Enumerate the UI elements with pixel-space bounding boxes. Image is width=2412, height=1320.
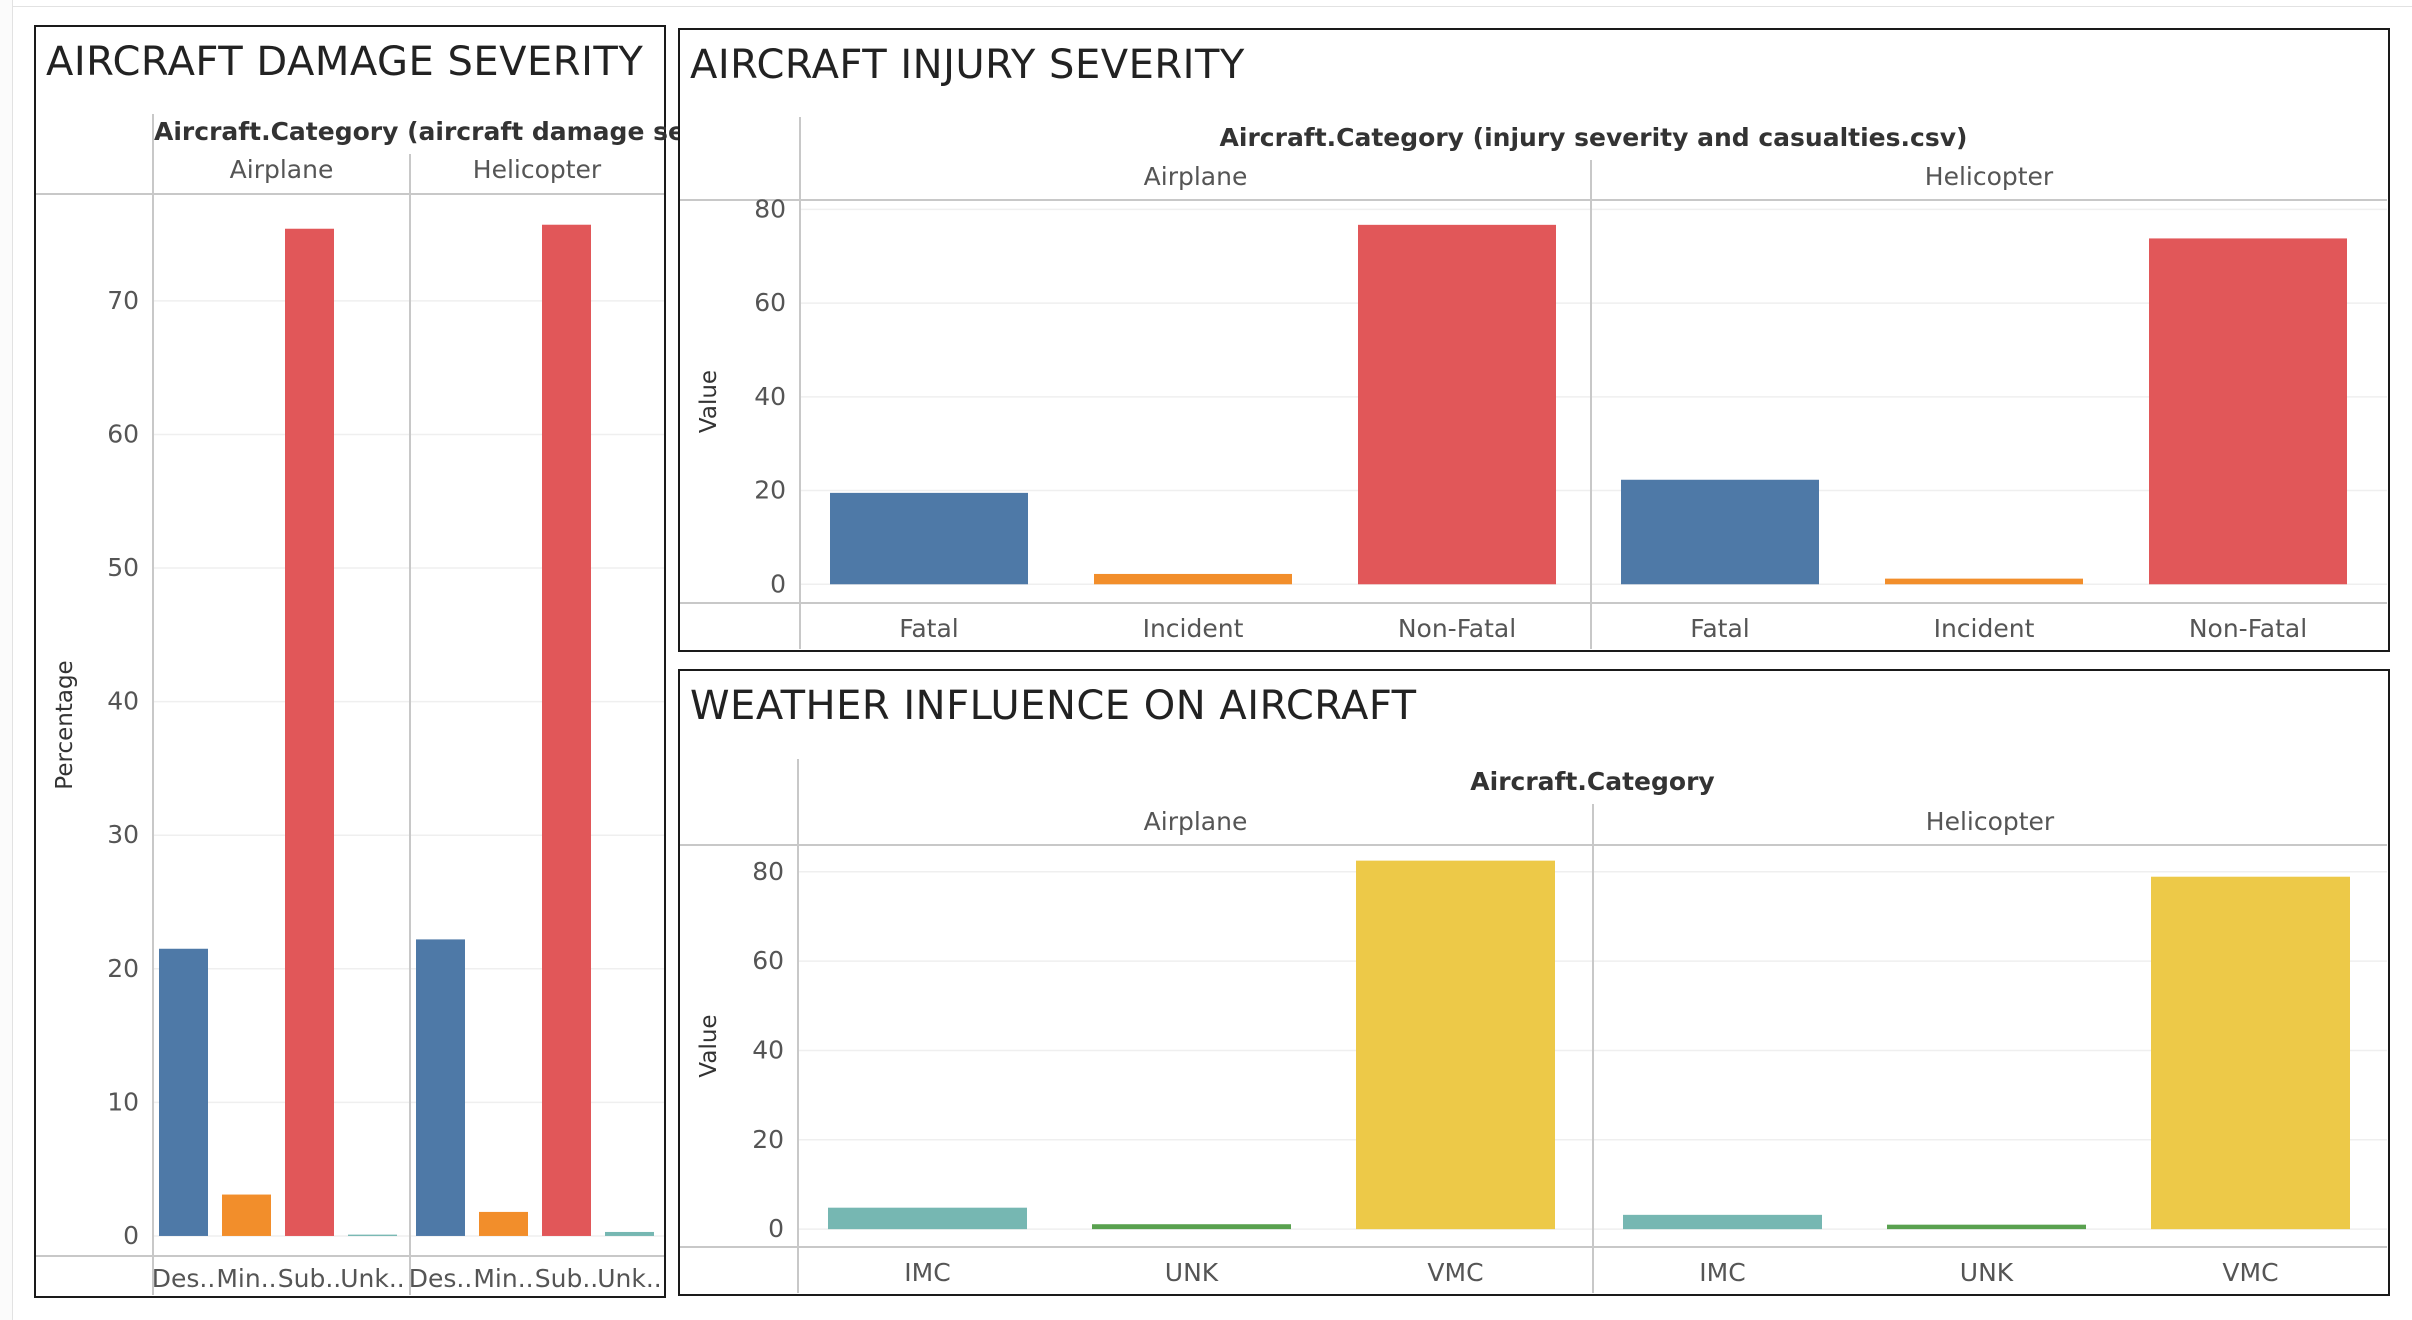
y-tick-label: 40: [107, 687, 139, 716]
y-tick-label: 50: [107, 553, 139, 582]
y-tick-label: 70: [107, 286, 139, 315]
top-edge-strip: [12, 0, 2412, 7]
bar-helicopter-0: [1621, 479, 1819, 585]
bar-airplane-0: [159, 948, 208, 1236]
category-label: VMC: [2222, 1258, 2278, 1287]
injury-severity-panel: AIRCRAFT INJURY SEVERITY Aircraft.Catego…: [678, 28, 2390, 652]
y-tick-label: 20: [107, 954, 139, 983]
bar-helicopter-2: [2149, 238, 2347, 585]
y-tick-label: 30: [107, 820, 139, 849]
bar-airplane-2: [285, 228, 334, 1236]
y-tick-label: 20: [754, 476, 786, 505]
category-label: Non-Fatal: [2189, 614, 2307, 643]
category-label: Min..: [216, 1264, 276, 1293]
category-label: Des..: [152, 1264, 216, 1293]
y-tick-label: 60: [752, 946, 784, 975]
damage-severity-chart: Aircraft.Category (aircraft damage sever…: [36, 114, 784, 1295]
category-label: IMC: [1699, 1258, 1745, 1287]
pane-label-airplane: Airplane: [1144, 162, 1248, 191]
y-tick-label: 0: [768, 1214, 784, 1243]
pane-label-helicopter: Helicopter: [473, 155, 602, 184]
bar-airplane-2: [1356, 860, 1555, 1230]
bar-helicopter-2: [542, 224, 591, 1236]
category-label: VMC: [1427, 1258, 1483, 1287]
y-tick-label: 0: [770, 569, 786, 598]
category-label: Fatal: [1690, 614, 1749, 643]
pane-label-helicopter: Helicopter: [1926, 807, 2055, 836]
bar-airplane-3: [348, 1234, 397, 1236]
category-label: Non-Fatal: [1398, 614, 1516, 643]
damage-severity-title: AIRCRAFT DAMAGE SEVERITY: [46, 39, 644, 85]
weather-influence-title: WEATHER INFLUENCE ON AIRCRAFT: [690, 683, 1417, 729]
y-axis-title: Percentage: [52, 660, 78, 789]
pane-label-helicopter: Helicopter: [1925, 162, 2054, 191]
bar-airplane-2: [1358, 224, 1556, 585]
weather-influence-chart: Aircraft.Category Airplane Helicopter 0 20 40…: [680, 759, 2387, 1293]
bar-helicopter-2: [2151, 876, 2350, 1230]
damage-severity-panel: AIRCRAFT DAMAGE SEVERITY Aircraft.Catego…: [34, 25, 784, 1298]
bar-helicopter-3: [605, 1231, 654, 1236]
weather-influence-panel: WEATHER INFLUENCE ON AIRCRAFT Aircraft.C…: [678, 669, 2390, 1296]
column-header: Aircraft.Category: [1470, 767, 1714, 796]
bar-airplane-1: [222, 1194, 271, 1236]
y-tick-label: 10: [107, 1087, 139, 1116]
category-label: UNK: [1165, 1258, 1219, 1287]
y-tick-label: 80: [754, 194, 786, 223]
category-label: Min..: [473, 1264, 533, 1293]
bar-helicopter-1: [479, 1211, 528, 1236]
y-tick-label: 60: [754, 288, 786, 317]
category-label: IMC: [904, 1258, 950, 1287]
bar-airplane-1: [1094, 573, 1292, 585]
category-label: Incident: [1934, 614, 2035, 643]
y-tick-label: 60: [107, 419, 139, 448]
bar-helicopter-1: [1885, 578, 2083, 585]
category-label: Sub..: [535, 1264, 598, 1293]
y-tick-label: 40: [752, 1035, 784, 1064]
pane-label-airplane: Airplane: [1144, 807, 1248, 836]
category-label: Incident: [1143, 614, 1244, 643]
bar-airplane-1: [1092, 1224, 1291, 1230]
bar-helicopter-1: [1887, 1224, 2086, 1230]
category-label: Des..: [409, 1264, 473, 1293]
injury-severity-chart: Aircraft.Category (injury severity and c…: [680, 117, 2387, 649]
bar-helicopter-0: [416, 939, 465, 1236]
y-tick-label: 20: [752, 1125, 784, 1154]
injury-severity-title: AIRCRAFT INJURY SEVERITY: [690, 42, 1245, 88]
category-label: Sub..: [278, 1264, 341, 1293]
category-label: Unk..: [597, 1264, 662, 1293]
left-edge-strip: [0, 0, 13, 1320]
bar-airplane-0: [828, 1207, 1027, 1230]
category-label: Fatal: [899, 614, 958, 643]
y-tick-label: 80: [752, 857, 784, 886]
bar-helicopter-0: [1623, 1214, 1822, 1230]
y-axis-title: Value: [696, 1014, 722, 1077]
column-header: Aircraft.Category (injury severity and c…: [1220, 123, 1968, 152]
category-label: Unk..: [340, 1264, 405, 1293]
pane-label-airplane: Airplane: [230, 155, 334, 184]
y-axis-title: Value: [696, 370, 722, 433]
y-tick-label: 0: [123, 1221, 139, 1250]
bar-airplane-0: [830, 492, 1028, 585]
y-tick-label: 40: [754, 382, 786, 411]
category-label: UNK: [1960, 1258, 2014, 1287]
